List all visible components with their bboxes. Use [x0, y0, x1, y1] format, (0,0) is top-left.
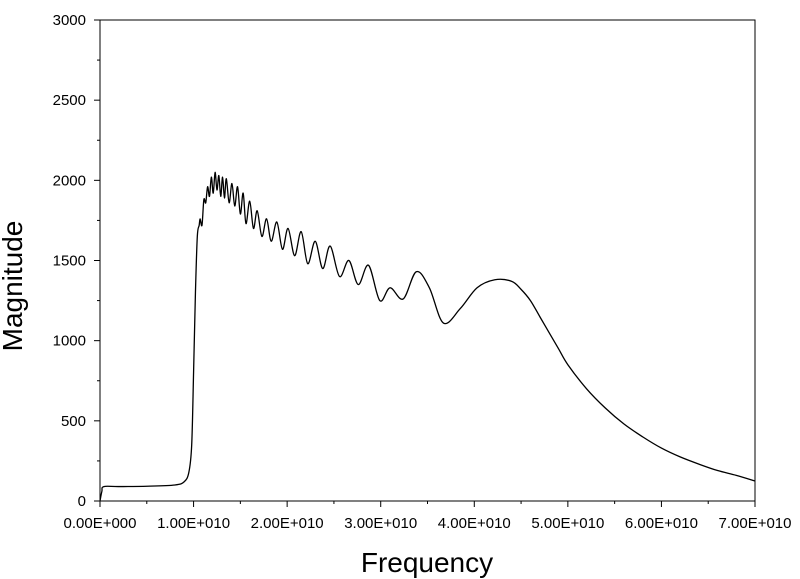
- y-axis-title: Magnitude: [0, 221, 28, 352]
- x-tick-label: 6.00E+010: [625, 515, 698, 532]
- y-axis-ticks: 0 500 1000 1500 2000 2500 3000: [53, 12, 100, 510]
- series-layer: [99, 171, 756, 502]
- y-tick-label: 1500: [53, 253, 86, 270]
- x-tick-label: 5.00E+010: [531, 515, 604, 532]
- y-tick-label: 0: [78, 493, 86, 510]
- x-tick-label: 2.00E+010: [251, 515, 324, 532]
- x-axis-title: Frequency: [361, 547, 493, 578]
- y-tick-label: 2000: [53, 172, 86, 189]
- x-tick-label: 3.00E+010: [344, 515, 417, 532]
- x-axis-ticks: 0.00E+000 1.00E+010 2.00E+010 3.00E+010 4.00…: [64, 501, 792, 532]
- x-tick-label: 1.00E+010: [157, 515, 230, 532]
- y-tick-label: 1000: [53, 333, 86, 350]
- y-tick-label: 3000: [53, 12, 86, 29]
- y-tick-label: 500: [61, 413, 86, 430]
- series-line: [99, 171, 756, 502]
- x-tick-label: 7.00E+010: [719, 515, 792, 532]
- x-tick-label: 0.00E+000: [64, 515, 137, 532]
- y-tick-label: 2500: [53, 92, 86, 109]
- plot-frame: [99, 19, 756, 502]
- x-tick-label: 4.00E+010: [438, 515, 511, 532]
